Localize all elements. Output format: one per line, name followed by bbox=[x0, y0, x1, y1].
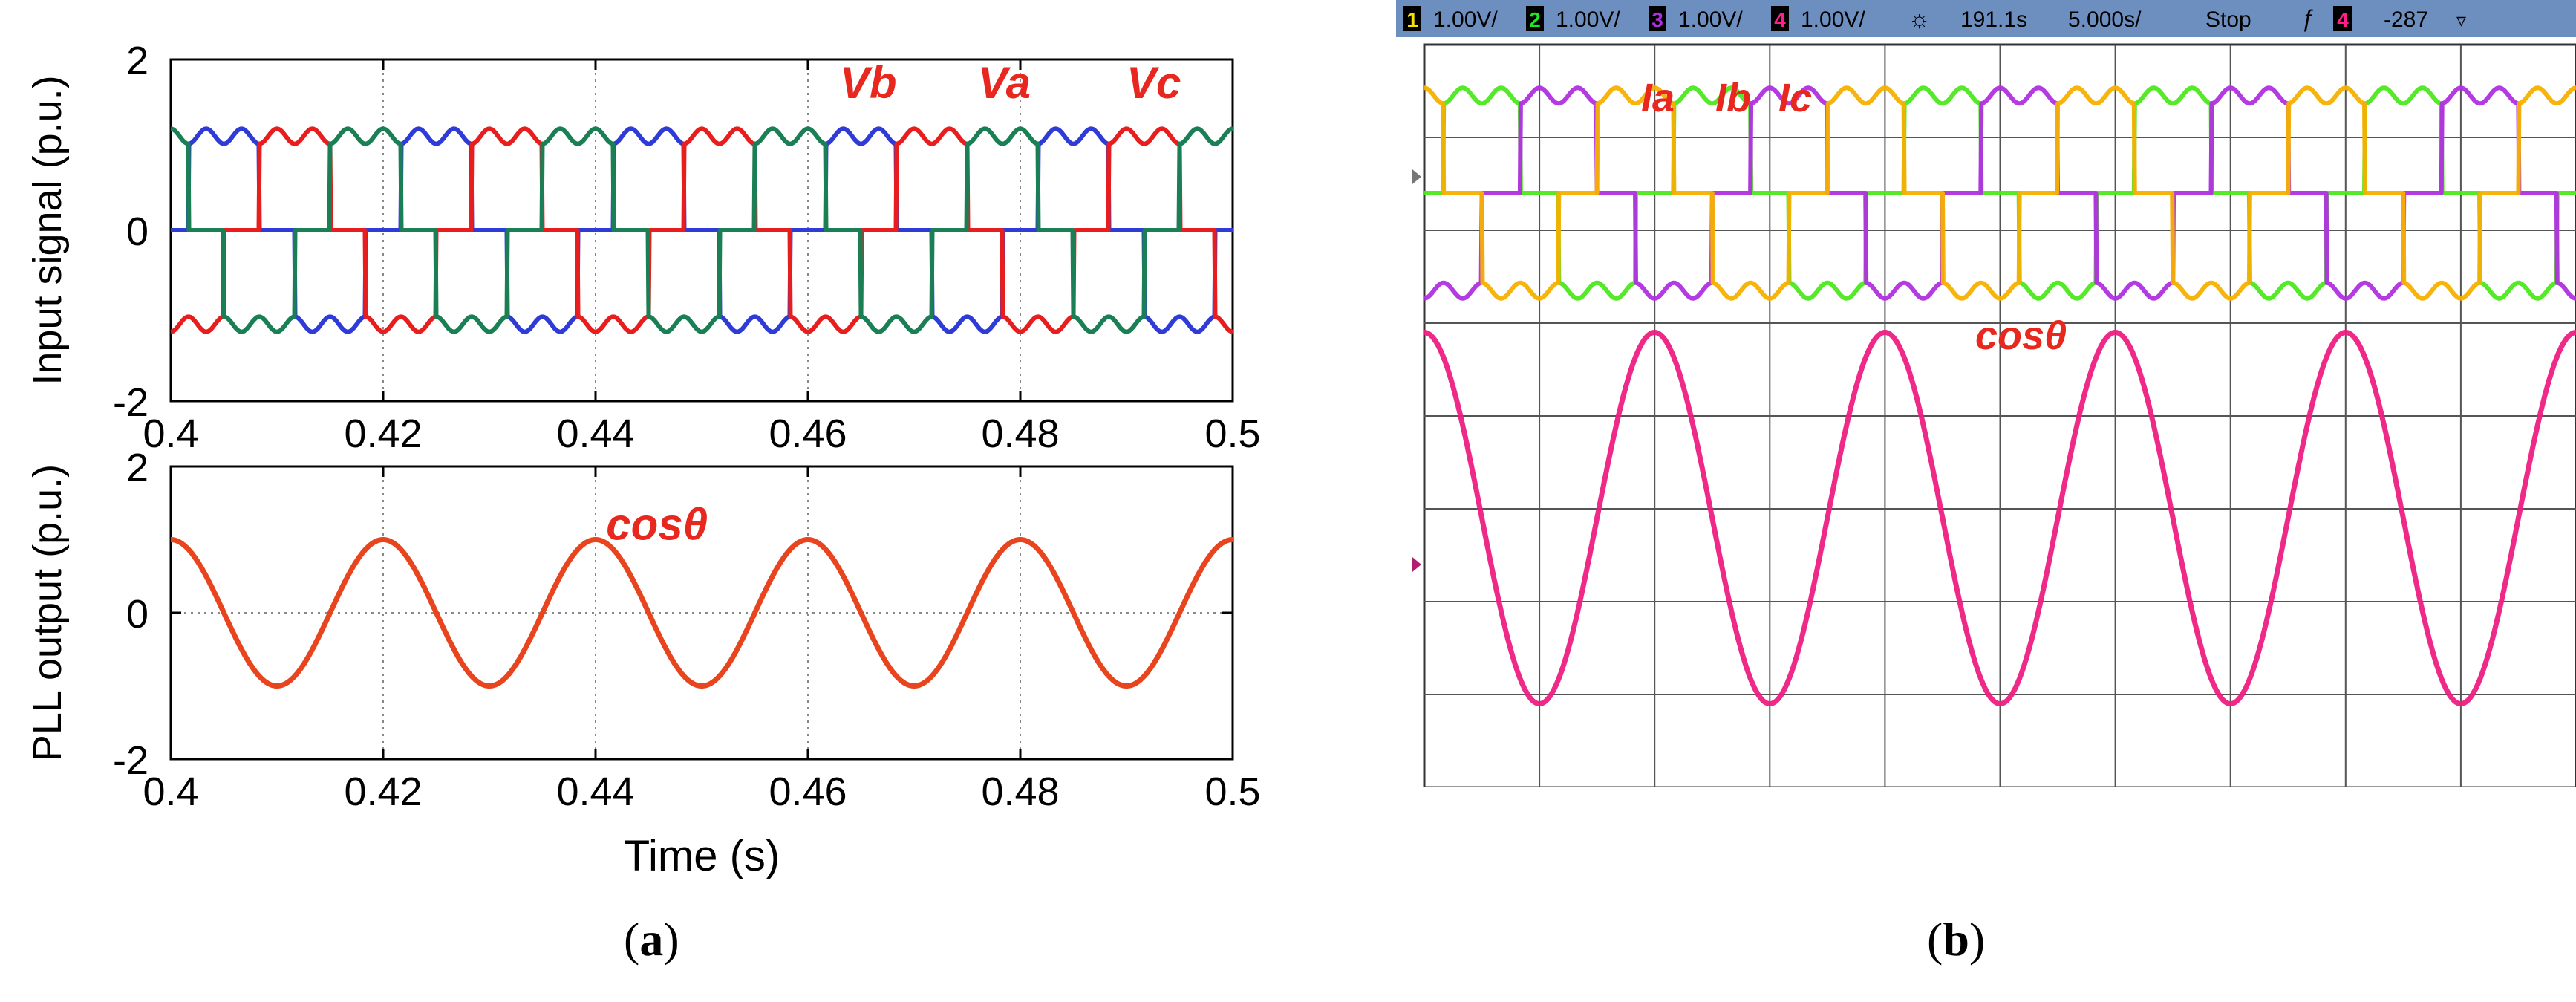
channel-scale: 1.00V/ bbox=[1678, 7, 1743, 32]
trig-level: -287 bbox=[2384, 7, 2428, 32]
caption-a: (a) bbox=[624, 912, 679, 967]
x-tick-label: 0.46 bbox=[769, 411, 847, 456]
trig-arrow: ▿ bbox=[2456, 9, 2466, 31]
x-tick-label: 0.42 bbox=[344, 770, 422, 814]
chart-b-svg: 1 1.00V/2 1.00V/3 1.00V/4 1.00V/ ☼ 191.1s 5.000… bbox=[1396, 0, 2576, 789]
caption-a-close: ) bbox=[663, 913, 679, 966]
y-tick-label: 0 bbox=[126, 209, 149, 254]
x-tick-label: 0.42 bbox=[344, 411, 422, 456]
caption-a-open: ( bbox=[624, 913, 640, 966]
channel-badge bbox=[1771, 6, 1789, 31]
annotation-Ib: Ib bbox=[1715, 76, 1751, 120]
scope-trace-Ic bbox=[1423, 85, 2576, 301]
caption-b-letter: b bbox=[1943, 913, 1969, 966]
ch-marker bbox=[1412, 557, 1421, 572]
acq-status: Stop bbox=[2205, 7, 2251, 32]
channel-scale: 1.00V/ bbox=[1433, 7, 1498, 32]
caption-b-open: ( bbox=[1927, 913, 1943, 966]
series-line-cosθ bbox=[169, 537, 1235, 689]
edge-icon: ƒ bbox=[2302, 5, 2315, 32]
trig-badge bbox=[2333, 6, 2352, 31]
y-axis-label: PLL output (p.u.) bbox=[25, 464, 70, 761]
panel-a: 0.4 0.42 0.44 0.46 0.48 0.5 2 0 -2 Input signal (… bbox=[0, 0, 1277, 998]
annotation-Vb: Vb bbox=[840, 58, 897, 108]
x-tick-label: 0.4 bbox=[143, 770, 198, 814]
caption-a-letter: a bbox=[639, 913, 664, 966]
channel-number: 2 bbox=[1529, 8, 1541, 31]
annotation-Ic: Ic bbox=[1778, 76, 1812, 120]
annotation-Ia: Ia bbox=[1641, 76, 1675, 120]
channel-scale: 1.00V/ bbox=[1801, 7, 1865, 32]
annotation-cosθ: cosθ bbox=[1975, 313, 2067, 358]
y-tick-label: 0 bbox=[126, 592, 149, 637]
channel-badge bbox=[1526, 6, 1544, 31]
x-tick-label: 0.46 bbox=[769, 770, 847, 814]
channel-badge bbox=[1403, 6, 1421, 31]
series-line-Vc bbox=[169, 126, 1234, 334]
x-axis-label: Time (s) bbox=[624, 832, 780, 880]
x-tick-label: 0.5 bbox=[1204, 770, 1260, 814]
ch-marker bbox=[1412, 169, 1421, 184]
x-tick-label: 0.5 bbox=[1204, 411, 1260, 456]
scope-header-bg bbox=[1396, 0, 2576, 37]
x-tick-label: 0.44 bbox=[556, 411, 634, 456]
trig-channel: 4 bbox=[2337, 8, 2349, 31]
y-axis-label: Input signal (p.u.) bbox=[25, 75, 70, 385]
y-tick-label: -2 bbox=[113, 738, 149, 783]
y-tick-label: 2 bbox=[126, 39, 149, 83]
caption-b: (b) bbox=[1927, 912, 1985, 967]
trigger-icon: ☼ bbox=[1908, 5, 1930, 32]
time-position: 191.1s bbox=[1960, 7, 2027, 32]
timebase: 5.000s/ bbox=[2068, 7, 2142, 32]
scope-trace-cosθ bbox=[1422, 330, 2576, 706]
series-line-Vb bbox=[169, 126, 1234, 334]
annotation-Va: Va bbox=[978, 58, 1031, 108]
scope-trace-Ib bbox=[1423, 85, 2576, 301]
channel-number: 4 bbox=[1774, 8, 1786, 31]
channel-badge bbox=[1649, 6, 1666, 31]
scope-header: 1 1.00V/2 1.00V/3 1.00V/4 1.00V/ ☼ 191.1s 5.000… bbox=[1396, 0, 2576, 37]
channel-scale: 1.00V/ bbox=[1556, 7, 1620, 32]
y-tick-label: 2 bbox=[126, 446, 149, 490]
channel-number: 3 bbox=[1651, 8, 1663, 31]
x-tick-label: 0.4 bbox=[143, 411, 198, 456]
annotation-Vc: Vc bbox=[1126, 58, 1181, 108]
scope-trace-Ia bbox=[1423, 85, 2576, 301]
y-tick-label: -2 bbox=[113, 380, 149, 425]
caption-b-close: ) bbox=[1969, 913, 1986, 966]
channel-number: 1 bbox=[1406, 8, 1418, 31]
annotation-cosθ: cosθ bbox=[606, 500, 708, 550]
plot-a-1: 0.4 0.42 0.44 0.46 0.48 0.5 2 0 -2 PLL output (p.… bbox=[25, 446, 1261, 880]
panel-b: 1 1.00V/2 1.00V/3 1.00V/4 1.00V/ ☼ 191.1s 5.000… bbox=[1396, 0, 2576, 998]
x-tick-label: 0.48 bbox=[981, 411, 1059, 456]
plot-a-0: 0.4 0.42 0.44 0.46 0.48 0.5 2 0 -2 Input signal (… bbox=[25, 39, 1261, 456]
x-tick-label: 0.44 bbox=[556, 770, 634, 814]
scope-screen: Ia Ib Ic cosθ bbox=[1412, 43, 2576, 789]
x-tick-label: 0.48 bbox=[981, 770, 1059, 814]
series-line-Va bbox=[169, 126, 1234, 334]
